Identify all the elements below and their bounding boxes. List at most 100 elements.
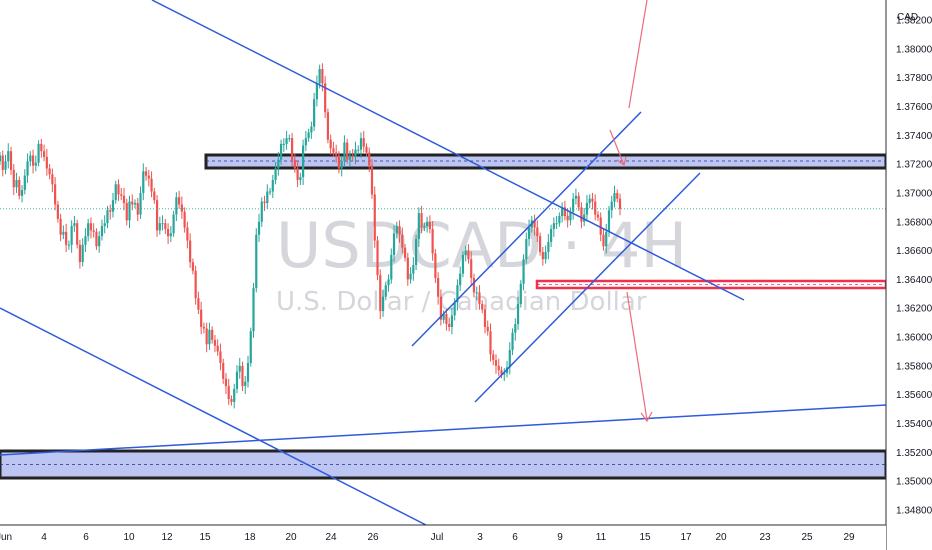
time-axis-background bbox=[0, 525, 886, 550]
candle-up bbox=[605, 231, 608, 247]
price-tick-label: 1.34800 bbox=[896, 506, 932, 517]
rising-support-trendline[interactable] bbox=[0, 404, 887, 456]
candle-down bbox=[180, 204, 183, 212]
pullback-arrow[interactable] bbox=[609, 129, 625, 166]
time-tick-label: 24 bbox=[325, 532, 337, 543]
candle-down bbox=[219, 351, 222, 363]
candle-up bbox=[307, 132, 310, 139]
candle-down bbox=[65, 231, 68, 245]
candle-down bbox=[166, 228, 170, 237]
candle-down bbox=[144, 171, 148, 176]
candle-down bbox=[538, 236, 542, 253]
candle-down bbox=[346, 142, 349, 160]
candle-down bbox=[591, 198, 594, 202]
candle-down bbox=[42, 151, 46, 157]
candle-up bbox=[522, 259, 525, 284]
candle-down bbox=[191, 262, 194, 271]
time-axis[interactable]: Jun 4 6 10 12 15 18 20 24 26 Jul 3 6 9 11 15 17 20 23 25 29 bbox=[0, 524, 886, 550]
candle-up bbox=[459, 273, 462, 286]
candle-up bbox=[453, 302, 456, 316]
currency-label: CAD bbox=[897, 12, 918, 23]
candle-down bbox=[125, 203, 128, 221]
time-tick-label: 17 bbox=[680, 532, 692, 543]
candle-up bbox=[588, 198, 591, 204]
candle-down bbox=[566, 216, 569, 221]
candle-down bbox=[337, 155, 341, 169]
candle-up bbox=[381, 296, 385, 312]
candle-up bbox=[357, 149, 360, 151]
candle-down bbox=[321, 69, 324, 84]
trendlines[interactable] bbox=[0, 0, 887, 526]
candle-up bbox=[585, 203, 589, 215]
candle-down bbox=[403, 247, 407, 258]
candle-down bbox=[335, 152, 338, 156]
candle-up bbox=[73, 223, 76, 227]
candle-up bbox=[558, 216, 561, 224]
candle-up bbox=[569, 211, 572, 221]
candle-up bbox=[20, 190, 24, 196]
descending-trendline[interactable] bbox=[151, 0, 745, 301]
candle-up bbox=[514, 324, 517, 333]
symbol-watermark: USDCAD · 4H U.S. Dollar / Canadian Dolla… bbox=[276, 209, 687, 317]
candle-up bbox=[103, 223, 106, 227]
candle-down bbox=[9, 151, 13, 170]
candle-down bbox=[290, 138, 294, 160]
candle-down bbox=[481, 303, 484, 310]
candle-up bbox=[613, 192, 616, 202]
candle-down bbox=[78, 244, 82, 263]
channel-upper-line[interactable] bbox=[411, 111, 642, 347]
candle-up bbox=[461, 254, 465, 274]
time-tick-label: 23 bbox=[759, 532, 771, 543]
candle-up bbox=[62, 231, 65, 235]
candle-up bbox=[106, 210, 109, 224]
resistance-zone[interactable] bbox=[204, 153, 888, 170]
channel-lower-line[interactable] bbox=[474, 172, 701, 403]
candle-up bbox=[84, 236, 87, 245]
candle-up bbox=[111, 200, 115, 212]
candle-down bbox=[439, 296, 442, 320]
candle-down bbox=[445, 314, 448, 325]
candle-up bbox=[139, 192, 142, 215]
candle-down bbox=[577, 195, 580, 208]
candle-down bbox=[489, 331, 492, 355]
candle-down bbox=[541, 252, 544, 260]
time-tick-label: 10 bbox=[123, 532, 135, 543]
candles bbox=[0, 63, 622, 409]
bearish-projection-arrow[interactable] bbox=[626, 291, 648, 421]
candle-up bbox=[544, 252, 547, 260]
candle-down bbox=[434, 253, 437, 278]
lower-descending-trendline[interactable] bbox=[0, 307, 427, 526]
candle-up bbox=[288, 138, 291, 140]
candle-down bbox=[89, 223, 93, 231]
candle-down bbox=[230, 399, 233, 402]
watermark-symbol: USDCAD · 4H bbox=[276, 209, 687, 282]
candle-up bbox=[610, 201, 613, 211]
projection-arrows[interactable] bbox=[609, 0, 653, 423]
time-tick-label: 3 bbox=[477, 532, 483, 543]
candle-up bbox=[423, 226, 426, 228]
time-tick-label: 11 bbox=[596, 532, 607, 543]
candle-down bbox=[1, 155, 4, 170]
candle-up bbox=[511, 332, 514, 351]
candle-up bbox=[169, 233, 172, 237]
candle-up bbox=[299, 177, 302, 180]
candle-up bbox=[384, 285, 387, 297]
price-tick-label: 1.37000 bbox=[896, 188, 932, 199]
price-axis[interactable]: CAD 1.382001.380001.378001.376001.374001… bbox=[885, 0, 932, 550]
candle-down bbox=[596, 214, 600, 218]
time-tick-label: 4 bbox=[41, 532, 47, 543]
bullish-projection-arrow[interactable] bbox=[628, 0, 648, 109]
candle-down bbox=[324, 83, 327, 113]
candle-up bbox=[266, 191, 269, 204]
candle-up bbox=[456, 285, 459, 303]
candle-down bbox=[51, 174, 54, 185]
price-tick-label: 1.36200 bbox=[896, 304, 932, 315]
candle-up bbox=[128, 201, 131, 221]
time-tick-label: 15 bbox=[199, 532, 211, 543]
candle-down bbox=[153, 191, 156, 201]
candle-up bbox=[249, 331, 252, 363]
candle-down bbox=[420, 213, 423, 228]
candle-down bbox=[155, 200, 159, 231]
price-tick-label: 1.35000 bbox=[896, 477, 932, 488]
